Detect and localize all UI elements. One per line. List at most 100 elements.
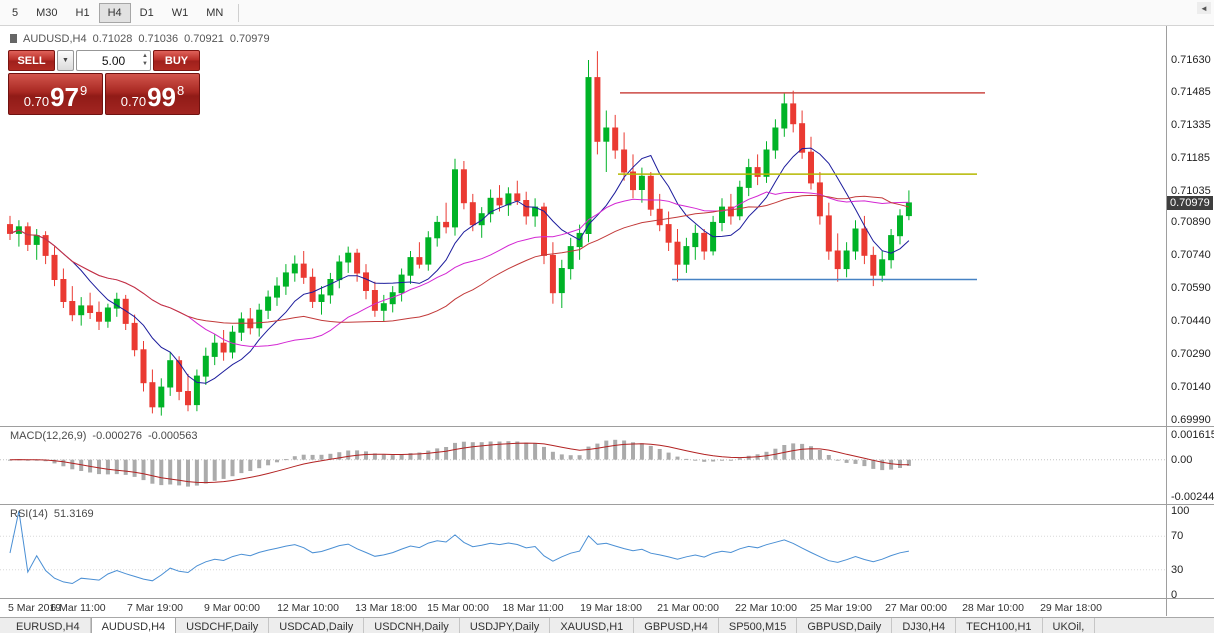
macd-bar: [266, 459, 271, 466]
macd-scale-label: 0.001615: [1171, 429, 1214, 441]
macd-bar: [613, 439, 618, 460]
candle: [852, 228, 859, 252]
macd-bar: [212, 459, 217, 481]
lot-dropdown-button[interactable]: ▼: [57, 50, 74, 71]
chart-tab-XAUUSD-H1[interactable]: XAUUSD,H1: [550, 618, 635, 633]
ohlc-close: 0.70979: [229, 33, 270, 45]
candle: [60, 279, 67, 302]
timeframe-button-H4[interactable]: H4: [98, 2, 131, 23]
chart-tab-EURUSD-H4[interactable]: EURUSD,H4: [6, 618, 91, 633]
candle: [843, 250, 850, 270]
time-label: 12 Mar 10:00: [277, 602, 339, 614]
candle: [434, 221, 441, 239]
candle: [790, 103, 797, 125]
timeframe-button-H1[interactable]: H1: [75, 6, 90, 19]
time-label: 29 Mar 18:00: [1040, 602, 1102, 614]
macd-value-main: -0.000276: [92, 430, 142, 442]
macd-bar: [684, 458, 689, 460]
candle: [487, 197, 494, 215]
timeframe-button-MN[interactable]: MN: [206, 6, 224, 19]
sell-button[interactable]: SELL: [8, 50, 55, 71]
price-label: 0.71185: [1171, 152, 1210, 164]
chart-tab-GBPUSD-Daily[interactable]: GBPUSD,Daily: [797, 618, 893, 633]
tab-scroll-left-button[interactable]: ◄: [1197, 2, 1211, 14]
spin-up-icon[interactable]: ▲: [142, 53, 148, 59]
candle: [612, 127, 619, 151]
macd-bar: [221, 459, 226, 479]
buy-price-tile[interactable]: 0.70 99 8: [105, 73, 200, 115]
chart-tab-UKOil-[interactable]: UKOil,: [1042, 618, 1096, 633]
macd-bar: [230, 459, 235, 477]
macd-bar: [186, 459, 190, 487]
candle: [897, 215, 903, 237]
candle: [407, 257, 414, 276]
candle: [870, 254, 877, 276]
time-axis[interactable]: 5 Mar 2019 6 Mar 11:00 7 Mar 19:00 9 Mar 00…: [0, 599, 1166, 616]
candle: [621, 149, 628, 173]
candle: [452, 169, 458, 228]
chart-tab-DJ30-H4[interactable]: DJ30,H4: [892, 618, 957, 633]
chart-tab-GBPUSD-H4[interactable]: GBPUSD,H4: [634, 618, 719, 633]
price-label: 0.70290: [1171, 348, 1211, 360]
chart-tab-USDCNH-Daily[interactable]: USDCNH,Daily: [364, 618, 460, 633]
candle: [514, 193, 521, 201]
candle: [327, 279, 334, 296]
chart-tab-TECH100-H1[interactable]: TECH100,H1: [956, 618, 1043, 633]
macd-signal-line: [9, 442, 909, 484]
macd-bar: [114, 459, 119, 475]
rsi-scale-label: 0: [1171, 589, 1178, 601]
sell-price-tile[interactable]: 0.70 97 9: [8, 73, 103, 115]
chart-tab-SP500-M15[interactable]: SP500,M15: [718, 618, 798, 633]
macd-bar: [622, 440, 627, 460]
pane-separator[interactable]: [0, 426, 1214, 427]
buy-button[interactable]: BUY: [153, 50, 200, 71]
chart-tab-USDJPY-Daily[interactable]: USDJPY,Daily: [459, 618, 551, 633]
candle: [363, 272, 369, 291]
current-price-badge: 0.70979: [1167, 196, 1213, 210]
macd-bar: [470, 442, 475, 460]
macd-pane[interactable]: [0, 427, 1166, 504]
macd-bar: [595, 443, 600, 460]
candle: [719, 206, 725, 224]
candle: [158, 386, 165, 408]
candle: [630, 171, 636, 191]
timeframe-button-M30[interactable]: M30: [36, 6, 58, 19]
candle: [549, 254, 556, 294]
macd-bar: [809, 446, 813, 460]
candle: [202, 355, 209, 377]
candle: [736, 186, 743, 217]
main-chart[interactable]: [0, 26, 1166, 426]
time-label: 13 Mar 18:00: [355, 602, 417, 614]
time-label: 18 Mar 11:00: [502, 602, 564, 614]
rsi-pane[interactable]: [0, 505, 1166, 598]
macd-bar: [453, 442, 457, 460]
price-label: 0.70140: [1171, 381, 1211, 393]
macd-scale-label: 0.00: [1171, 454, 1193, 466]
sell-price-big: 97: [50, 82, 79, 113]
macd-bar: [399, 454, 404, 460]
candle: [336, 261, 343, 281]
timeframe-button-D1[interactable]: D1: [139, 6, 154, 19]
price-label: 0.70590: [1171, 282, 1211, 294]
pane-separator[interactable]: [0, 504, 1214, 505]
timeframe-button-5[interactable]: 5: [12, 6, 19, 19]
macd-bar: [862, 459, 867, 467]
macd-bar: [702, 459, 707, 462]
candle: [905, 202, 912, 217]
chart-tab-USDCAD-Daily[interactable]: USDCAD,Daily: [269, 618, 365, 633]
chart-tab-USDCHF-Daily[interactable]: USDCHF,Daily: [176, 618, 270, 633]
lot-size-input[interactable]: 5.00 ▲ ▼: [76, 50, 151, 71]
chart-tab-AUDUSD-H4[interactable]: AUDUSD,H4: [90, 618, 177, 633]
macd-bar: [898, 459, 902, 468]
candle: [478, 213, 485, 226]
timeframe-button-W1[interactable]: W1: [171, 6, 189, 19]
macd-bar: [880, 459, 885, 471]
spin-down-icon[interactable]: ▼: [142, 61, 148, 67]
lot-spinner[interactable]: ▲ ▼: [142, 52, 148, 68]
candle: [425, 237, 432, 265]
one-click-trade-panel: SELL ▼ 5.00 ▲ ▼ BUY 0.70 97 9 0.70 99 8: [8, 50, 200, 115]
pane-separator: [0, 598, 1214, 599]
macd-bar: [568, 455, 573, 460]
candle: [345, 252, 352, 263]
macd-bar: [70, 459, 75, 470]
